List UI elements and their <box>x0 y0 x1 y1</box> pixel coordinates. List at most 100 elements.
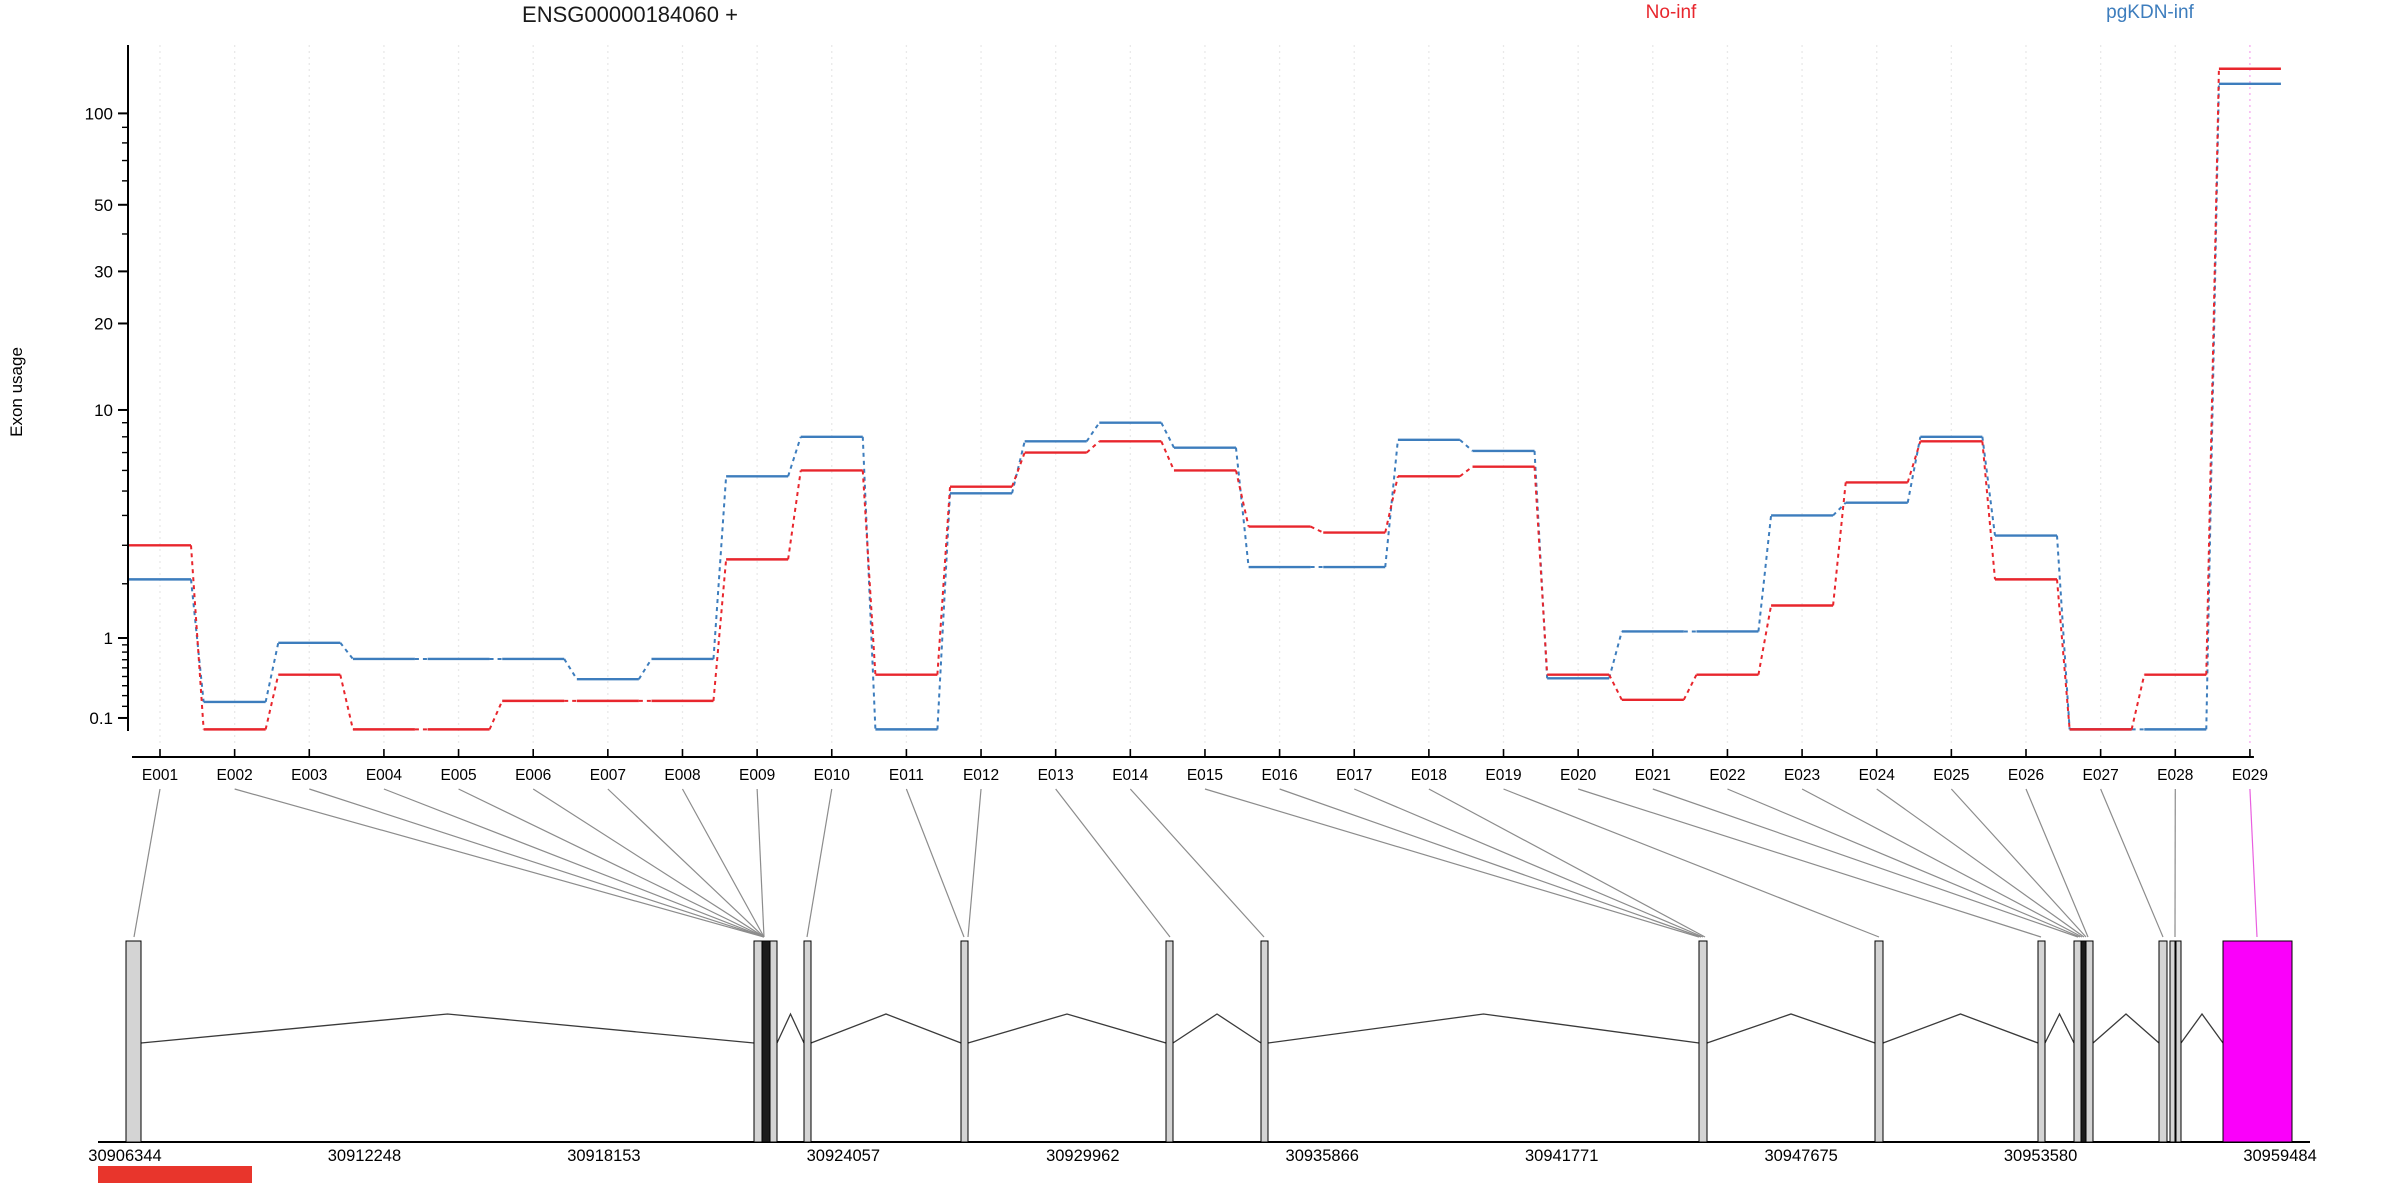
gene-model <box>98 940 2310 1143</box>
usage-connector-pgkdn-inf <box>787 436 802 477</box>
exon-box <box>2080 940 2087 1143</box>
usage-connector-pgkdn-inf <box>1011 441 1026 494</box>
coordinate-label: 30906344 <box>88 1147 161 1165</box>
exon-box <box>769 940 778 1143</box>
usage-connector-no-inf <box>488 700 504 730</box>
y-axis-tick-label: 0.1 <box>89 709 113 728</box>
usage-connector-no-inf <box>2130 674 2146 730</box>
leader-line <box>1204 788 1700 938</box>
leader-line <box>532 788 765 938</box>
leader-line <box>756 788 765 938</box>
intron-chevron <box>1706 1013 1876 1044</box>
usage-connector-no-inf <box>787 470 802 560</box>
leader-line <box>967 788 982 938</box>
leader-line <box>1129 788 1265 938</box>
usage-connector-pgkdn-inf <box>1234 447 1250 568</box>
leader-line <box>806 788 833 938</box>
coordinate-label: 30947675 <box>1764 1147 1837 1165</box>
exon-tick-label: E004 <box>366 767 403 784</box>
usage-connector-pgkdn-inf <box>1459 439 1474 452</box>
x-axis: E001 E002 E003 E004 E005 E006 E007 E008 E009 E010… <box>132 749 2268 784</box>
coordinate-label: 30929962 <box>1046 1147 1119 1165</box>
significance-bar <box>98 1166 252 1183</box>
exon-tick-label: E011 <box>889 767 924 784</box>
coordinate-label: 30935866 <box>1286 1147 1359 1165</box>
exon-box <box>2158 940 2168 1143</box>
usage-connector-no-inf <box>1384 476 1399 533</box>
intron-chevron <box>2180 1012 2224 1044</box>
exon-tick-label: E013 <box>1038 767 1074 784</box>
exon-box <box>125 940 142 1143</box>
usage-connector-no-inf <box>1533 466 1549 675</box>
usage-connector-no-inf <box>1906 441 1922 483</box>
grid-lines <box>159 45 2251 745</box>
exon-leader-lines <box>133 788 2258 938</box>
usage-connector-no-inf <box>1682 674 1698 701</box>
usage-connector-pgkdn-inf <box>1906 436 1922 503</box>
usage-connector-pgkdn-inf <box>1981 436 1996 536</box>
leader-line <box>458 788 765 938</box>
intron-chevron <box>810 1013 962 1044</box>
intron-chevron <box>1267 1013 1700 1044</box>
coordinate-label: 30918153 <box>567 1147 640 1165</box>
usage-connector-pgkdn-inf <box>637 658 653 680</box>
exon-tick-label: E006 <box>515 767 551 784</box>
usage-connector-no-inf <box>712 559 728 701</box>
exon-tick-label: E010 <box>814 767 851 784</box>
exon-tick-label: E021 <box>1635 767 1671 784</box>
intron-chevron <box>967 1013 1167 1044</box>
usage-connector-pgkdn-inf <box>339 642 354 660</box>
exon-tick-label: E005 <box>440 767 476 784</box>
usage-connector-no-inf <box>264 674 280 730</box>
exon-usage-series <box>129 67 2281 731</box>
leader-line <box>234 788 765 938</box>
y-axis-tick-label: 10 <box>94 401 113 420</box>
y-axis-tick-label: 20 <box>94 314 113 333</box>
genomic-coordinate-labels: 30906344 30912248 30918153 30924057 30929962… <box>88 1147 2316 1165</box>
exon-tick-label: E012 <box>963 767 999 784</box>
leader-line <box>905 788 965 938</box>
plot-title: ENSG00000184060 + <box>522 2 738 27</box>
leader-line <box>309 788 765 938</box>
intron-chevron <box>2092 1013 2160 1044</box>
usage-connector-no-inf <box>2205 68 2220 675</box>
exon-box <box>1260 940 1269 1143</box>
leader-line <box>1577 788 2042 938</box>
intron-chevron <box>140 1013 755 1044</box>
leader-line <box>607 788 765 938</box>
exon-tick-label: E007 <box>590 767 626 784</box>
usage-connector-pgkdn-inf <box>2056 535 2071 730</box>
exon-box <box>753 940 763 1143</box>
y-axis-tick-label: 100 <box>85 104 113 123</box>
usage-connector-no-inf <box>1608 674 1623 701</box>
leader-line <box>1279 788 1702 938</box>
exon-tick-label: E014 <box>1112 767 1149 784</box>
exon-tick-label: E009 <box>739 767 775 784</box>
exon-box <box>761 940 771 1143</box>
usage-connector-no-inf <box>1757 605 1773 675</box>
usage-connector-pgkdn-inf <box>563 658 578 680</box>
usage-connector-no-inf <box>1234 470 1250 527</box>
exon-box-highlighted <box>2222 940 2293 1143</box>
usage-connector-pgkdn-inf <box>1384 439 1399 568</box>
usage-connector-pgkdn-inf <box>1832 501 1847 517</box>
legend-label-pgkdn-inf: pgKDN-inf <box>2106 2 2194 23</box>
usage-connector-pgkdn-inf <box>712 476 728 660</box>
exon-box <box>1874 940 1884 1143</box>
usage-connector-no-inf <box>1086 440 1100 454</box>
leader-line <box>1428 788 1706 938</box>
y-axis: 0.1 1 10 20 30 50 100 <box>85 45 129 731</box>
usage-connector-no-inf <box>936 486 952 675</box>
coordinate-label: 30941771 <box>1525 1147 1598 1165</box>
exon-tick-label: E028 <box>2157 767 2193 784</box>
y-axis-tick-label: 50 <box>94 196 113 215</box>
exon-box <box>2037 940 2046 1143</box>
coordinate-label: 30912248 <box>328 1147 401 1165</box>
exon-tick-label: E018 <box>1411 767 1447 784</box>
exon-box <box>2169 940 2176 1143</box>
exon-tick-label: E025 <box>1933 767 1969 784</box>
usage-connector-pgkdn-inf <box>190 579 205 703</box>
usage-connector-no-inf <box>1832 482 1847 606</box>
y-axis-tick-label: 1 <box>104 629 113 648</box>
